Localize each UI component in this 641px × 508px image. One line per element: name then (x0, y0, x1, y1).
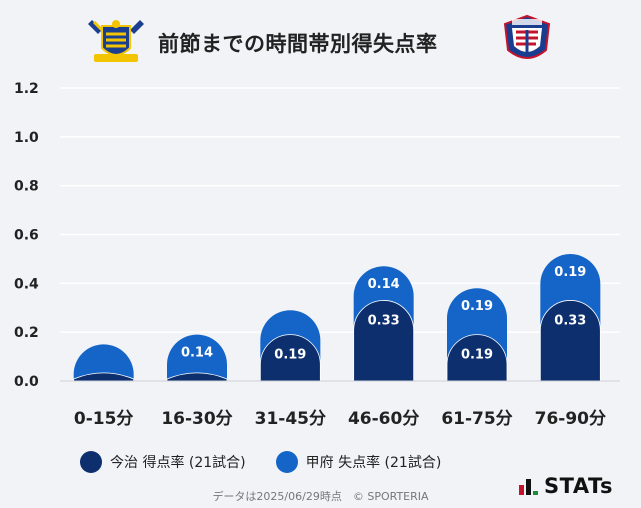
bar-label-away: 0.14 (368, 277, 400, 292)
home-team-crest-icon (88, 20, 144, 62)
y-tick-label: 0.6 (14, 228, 39, 244)
chart-title: 前節までの時間帯別得失点率 (158, 32, 438, 56)
away-team-crest-icon (503, 14, 551, 59)
legend-label-home: 今治 得点率 (21試合) (110, 455, 246, 471)
x-tick-label: 0-15分 (74, 409, 134, 429)
bar-home (446, 334, 508, 382)
y-tick-label: 0.4 (14, 276, 39, 292)
bar-label-home: 0.19 (461, 348, 493, 363)
bar-home (166, 372, 228, 382)
x-tick-label: 61-75分 (441, 409, 512, 429)
stats-logo: STATs (518, 474, 613, 498)
y-tick-label: 0.0 (14, 374, 39, 390)
bar-away (167, 334, 228, 381)
stats-bars-icon (519, 479, 538, 495)
bar-home (353, 300, 415, 382)
legend-item-away: 甲府 失点率 (21試合) (275, 451, 442, 473)
x-tick-label: 16-30分 (161, 409, 232, 429)
legend: 今治 得点率 (21試合) 甲府 失点率 (21試合) (80, 448, 471, 476)
bar-home (73, 372, 135, 382)
legend-swatch-away (275, 451, 298, 473)
x-tick-label: 46-60分 (348, 409, 419, 429)
bar-label-away: 0.19 (461, 299, 493, 314)
bar-label-away: 0.19 (554, 265, 586, 280)
bar-home (539, 300, 601, 382)
stats-wordmark: STATs (544, 474, 613, 498)
legend-item-home: 今治 得点率 (21試合) (80, 451, 246, 473)
bar-label-away: 0.14 (181, 346, 213, 361)
bar-home (259, 334, 321, 382)
bar-away (73, 344, 134, 381)
x-tick-label: 31-45分 (255, 409, 326, 429)
y-tick-label: 1.2 (14, 81, 39, 97)
bar-label-home: 0.19 (274, 348, 306, 363)
bar-label-home: 0.33 (368, 313, 400, 328)
y-tick-label: 0.8 (14, 179, 39, 195)
y-tick-label: 0.2 (14, 325, 39, 341)
y-tick-label: 1.0 (14, 130, 39, 146)
bar-label-home: 0.33 (554, 313, 586, 328)
x-tick-label: 76-90分 (535, 409, 606, 429)
legend-swatch-home (80, 451, 102, 473)
legend-label-away: 甲府 失点率 (21試合) (305, 455, 442, 471)
footer-note: データは2025/06/29時点 © SPORTERIA (212, 490, 429, 503)
